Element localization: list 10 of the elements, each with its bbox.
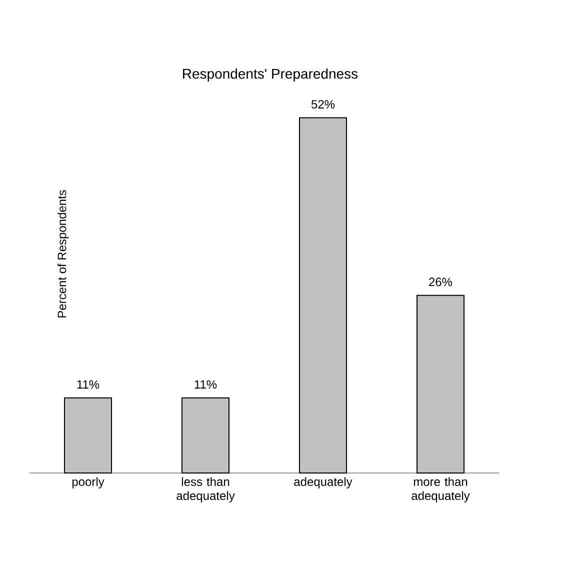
- y-axis-title: Percent of Respondents: [57, 190, 69, 318]
- x-tick-label: more than adequately: [412, 477, 470, 502]
- x-tick-label: less than adequately: [176, 477, 235, 502]
- data-label: 26%: [429, 278, 452, 286]
- data-label: 11%: [194, 380, 217, 389]
- data-label: 11%: [77, 380, 100, 389]
- data-label: 52%: [311, 100, 335, 109]
- x-tick-label: adequately: [294, 477, 352, 488]
- chart-title: Respondents' Preparedness: [183, 68, 358, 82]
- x-tick-label: poorly: [72, 477, 104, 488]
